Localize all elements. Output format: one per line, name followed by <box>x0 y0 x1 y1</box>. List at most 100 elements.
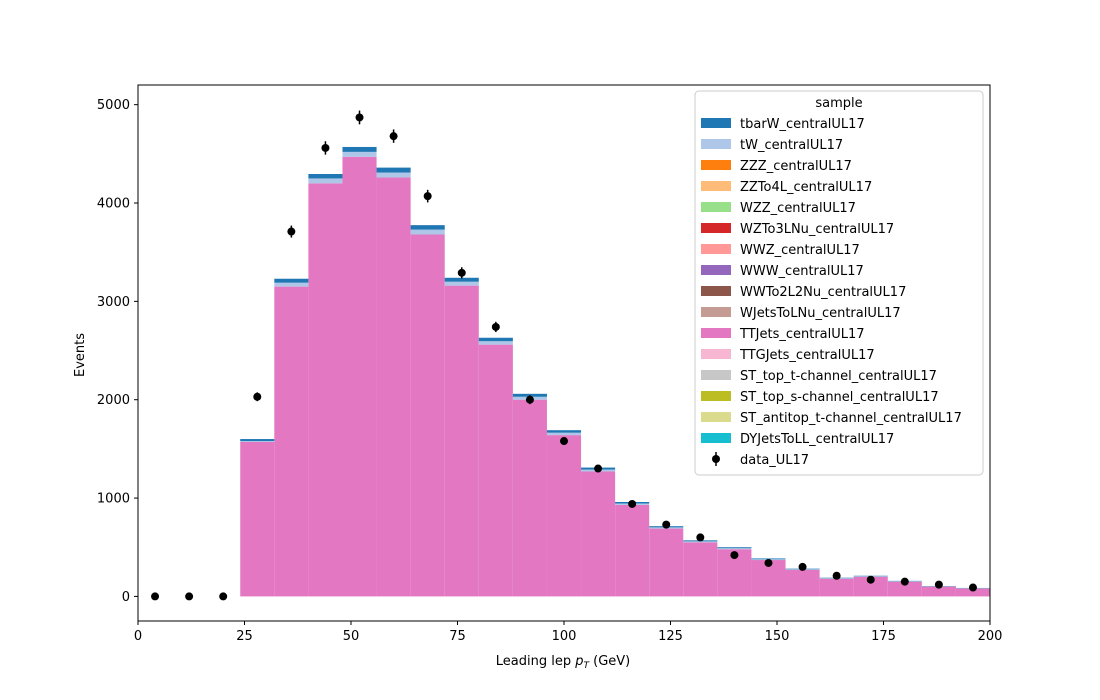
legend-swatch-ST_top_t-channel_centralUL17 <box>701 370 731 380</box>
bar-TTJets_centralUL17-bin-24 <box>955 588 990 597</box>
data-point-20 <box>832 571 841 580</box>
legend-label-WWW_centralUL17: WWW_centralUL17 <box>740 264 864 279</box>
legend-label-ZZTo4L_centralUL17: ZZTo4L_centralUL17 <box>740 180 872 195</box>
legend-label-tbarW_centralUL17: tbarW_centralUL17 <box>740 117 865 132</box>
bar-tbarW_centralUL17-bin-6 <box>342 146 377 152</box>
data-point-6 <box>355 113 364 122</box>
bar-tW_centralUL17-bin-16 <box>683 541 718 543</box>
legend-swatch-TTJets_centralUL17 <box>701 328 731 338</box>
data-point-9 <box>457 268 466 277</box>
bar-tW_centralUL17-bin-17 <box>717 548 752 550</box>
data-point-19 <box>798 562 807 571</box>
bar-tW_centralUL17-bin-10 <box>478 341 513 345</box>
y-tick-label-3: 3000 <box>97 295 130 310</box>
y-tick-label-5: 5000 <box>97 98 130 113</box>
legend: sample tbarW_centralUL17 tW_centralUL17 ZZ… <box>694 90 984 476</box>
legend-label-WWTo2L2Nu_centralUL17: WWTo2L2Nu_centralUL17 <box>740 285 906 300</box>
legend-swatch-DYJetsToLL_centralUL17 <box>701 433 731 443</box>
data-point-1 <box>185 592 194 601</box>
bar-TTJets_centralUL17-bin-21 <box>853 576 888 597</box>
legend-swatch-tbarW_centralUL17 <box>701 118 731 128</box>
data-point-0 <box>151 592 160 601</box>
bar-tbarW_centralUL17-bin-12 <box>546 430 582 433</box>
bar-tbarW_centralUL17-bin-8 <box>410 225 445 230</box>
data-point-4 <box>287 227 296 236</box>
bar-tbarW_centralUL17-bin-9 <box>444 277 479 282</box>
data-point-12 <box>560 437 568 446</box>
x-tick-label-4: 100 <box>552 629 577 644</box>
bar-TTJets_centralUL17-bin-3 <box>240 442 275 597</box>
legend-swatch-WWTo2L2Nu_centralUL17 <box>701 286 731 296</box>
bar-TTJets_centralUL17-bin-12 <box>546 435 582 597</box>
legend-swatch-ZZZ_centralUL17 <box>701 160 731 170</box>
bar-TTJets_centralUL17-bin-8 <box>410 234 445 597</box>
x-axis-label: Leading lep pT (GeV) <box>496 654 630 671</box>
legend-box <box>694 90 984 476</box>
bar-TTJets_centralUL17-bin-10 <box>478 344 513 597</box>
data-point-24 <box>968 583 977 592</box>
legend-swatch-WZZ_centralUL17 <box>701 202 731 212</box>
bar-tbarW_centralUL17-bin-3 <box>240 439 275 442</box>
x-tick-label-6: 150 <box>765 629 790 644</box>
bar-tW_centralUL17-bin-7 <box>376 172 411 178</box>
data-point-22 <box>900 577 909 586</box>
data-point-16 <box>696 533 705 542</box>
legend-swatch-WWW_centralUL17 <box>701 265 731 275</box>
legend-label-tW_centralUL17: tW_centralUL17 <box>740 138 843 153</box>
legend-label-WZTo3LNu_centralUL17: WZTo3LNu_centralUL17 <box>740 222 894 237</box>
bar-TTJets_centralUL17-bin-14 <box>615 504 650 597</box>
legend-entries: tbarW_centralUL17 tW_centralUL17 ZZZ_centr… <box>701 117 962 468</box>
bar-tW_centralUL17-bin-3 <box>240 441 275 443</box>
bar-tbarW_centralUL17-bin-10 <box>478 337 513 342</box>
legend-label-WZZ_centralUL17: WZZ_centralUL17 <box>740 201 856 216</box>
data-point-5 <box>321 143 330 152</box>
data-point-23 <box>934 580 943 589</box>
y-axis-ticks: 0 1000 2000 3000 4000 5000 <box>97 98 138 605</box>
legend-marker-data <box>712 455 720 463</box>
bar-tbarW_centralUL17-bin-17 <box>717 547 752 549</box>
x-axis-ticks: 0 25 50 75 100 125 150 175 200 <box>134 621 1003 644</box>
legend-label-ST_antitop_t-channel_centralUL17: ST_antitop_t-channel_centralUL17 <box>740 411 962 426</box>
legend-label-WJetsToLNu_centralUL17: WJetsToLNu_centralUL17 <box>740 306 901 321</box>
bar-TTJets_centralUL17-bin-23 <box>921 586 956 597</box>
legend-swatch-WZTo3LNu_centralUL17 <box>701 223 731 233</box>
y-tick-label-0: 0 <box>122 590 130 605</box>
bar-TTJets_centralUL17-bin-16 <box>683 542 718 597</box>
bar-tW_centralUL17-bin-12 <box>546 432 582 436</box>
y-axis-label: Events <box>73 333 88 377</box>
x-tick-label-1: 25 <box>236 629 253 644</box>
bar-tbarW_centralUL17-bin-7 <box>376 167 411 173</box>
data-point-15 <box>662 520 671 529</box>
bar-tW_centralUL17-bin-5 <box>308 178 343 184</box>
bar-tbarW_centralUL17-bin-4 <box>274 278 309 283</box>
bar-TTJets_centralUL17-bin-5 <box>308 183 343 597</box>
bar-tW_centralUL17-bin-9 <box>444 281 479 286</box>
x-tick-label-5: 125 <box>658 629 683 644</box>
data-point-17 <box>730 551 739 560</box>
bar-TTJets_centralUL17-bin-15 <box>649 528 684 597</box>
stacked-histogram <box>240 146 990 597</box>
legend-label-data_UL17: data_UL17 <box>740 453 809 468</box>
legend-label-ST_top_t-channel_centralUL17: ST_top_t-channel_centralUL17 <box>740 369 937 384</box>
legend-label-DYJetsToLL_centralUL17: DYJetsToLL_centralUL17 <box>740 432 894 447</box>
bar-TTJets_centralUL17-bin-22 <box>887 581 922 597</box>
legend-swatch-WJetsToLNu_centralUL17 <box>701 307 731 317</box>
legend-label-ST_top_s-channel_centralUL17: ST_top_s-channel_centralUL17 <box>740 390 939 405</box>
legend-label-TTGJets_centralUL17: TTGJets_centralUL17 <box>739 348 875 363</box>
legend-swatch-ST_antitop_t-channel_centralUL17 <box>701 412 731 422</box>
legend-swatch-TTGJets_centralUL17 <box>701 349 731 359</box>
legend-title: sample <box>815 96 862 111</box>
bar-TTJets_centralUL17-bin-11 <box>512 399 547 597</box>
legend-swatch-WWZ_centralUL17 <box>701 244 731 254</box>
y-tick-label-4: 4000 <box>97 197 130 212</box>
data-point-10 <box>491 322 500 331</box>
bar-tW_centralUL17-bin-4 <box>274 282 309 287</box>
data-point-13 <box>594 464 603 473</box>
legend-label-TTJets_centralUL17: TTJets_centralUL17 <box>739 327 865 342</box>
bar-TTJets_centralUL17-bin-13 <box>581 471 616 597</box>
data-point-7 <box>389 132 398 141</box>
bar-TTJets_centralUL17-bin-19 <box>785 569 820 597</box>
bar-tW_centralUL17-bin-6 <box>342 151 377 157</box>
x-tick-label-8: 200 <box>978 629 1003 644</box>
legend-swatch-ST_top_s-channel_centralUL17 <box>701 391 731 401</box>
